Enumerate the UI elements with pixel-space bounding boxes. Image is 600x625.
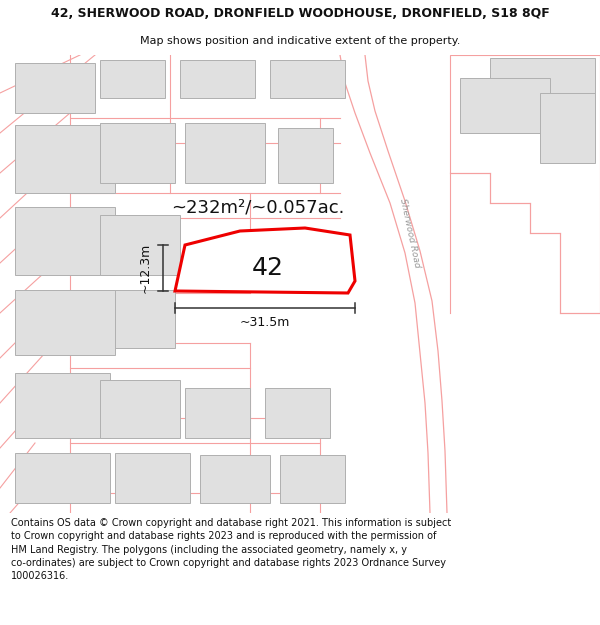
Bar [490,58,595,123]
Text: ~12.3m: ~12.3m [139,243,151,293]
Text: ~31.5m: ~31.5m [240,316,290,329]
Bar [15,207,115,275]
Bar [15,125,115,193]
Bar [460,78,550,133]
Polygon shape [175,228,355,293]
Bar [115,453,190,503]
Bar [100,290,175,348]
Bar [100,123,175,183]
Bar [280,455,345,503]
Text: Map shows position and indicative extent of the property.: Map shows position and indicative extent… [140,36,460,46]
Bar [100,60,165,98]
Text: Contains OS data © Crown copyright and database right 2021. This information is : Contains OS data © Crown copyright and d… [11,518,451,581]
Bar [15,290,115,355]
Bar [265,388,330,438]
Text: 42, SHERWOOD ROAD, DRONFIELD WOODHOUSE, DRONFIELD, S18 8QF: 42, SHERWOOD ROAD, DRONFIELD WOODHOUSE, … [50,8,550,20]
Text: ~232m²/~0.057ac.: ~232m²/~0.057ac. [172,199,344,217]
Bar [100,215,180,275]
Bar [200,455,270,503]
Bar [15,373,110,438]
Text: 42: 42 [252,256,284,280]
Bar [270,60,345,98]
Bar [180,60,255,98]
Bar [540,93,595,163]
Bar [15,453,110,503]
Bar [185,123,265,183]
Bar [278,128,333,183]
Bar [185,388,250,438]
Bar [15,63,95,113]
Bar [100,380,180,438]
Text: Sherwood Road: Sherwood Road [398,198,422,269]
